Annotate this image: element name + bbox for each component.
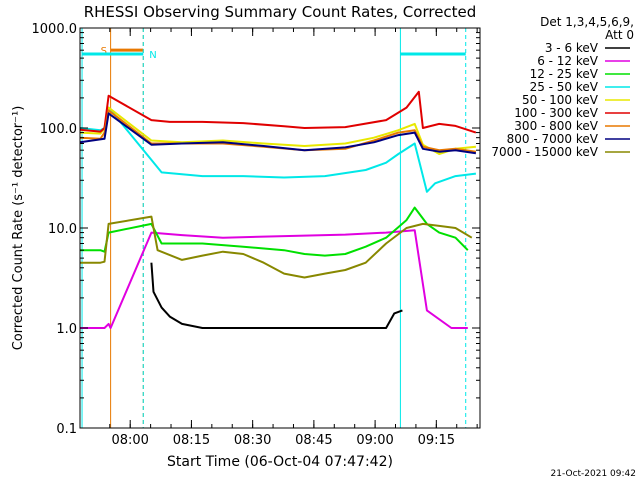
x-tick-label: 09:00 — [356, 433, 393, 448]
y-axis: 1000.0 100.0 10.0 1.0 0.1 — [32, 22, 480, 437]
legend-entry-label: 12 - 25 keV — [530, 67, 599, 81]
y-tick-label: 0.1 — [56, 422, 77, 437]
x-tick-label: 08:45 — [295, 433, 332, 448]
series-line-3-6-kev — [150, 262, 403, 329]
y-axis-label: Corrected Count Rate (s⁻¹ detector⁻¹) — [11, 106, 26, 351]
series-lines — [80, 90, 477, 329]
series-line-100-300-kev — [80, 90, 477, 134]
x-tick-label: 08:30 — [234, 433, 271, 448]
legend-header-line1: Det 1,3,4,5,6,9, — [540, 15, 634, 29]
event-label-s: S — [101, 46, 107, 57]
y-tick-label: 1.0 — [56, 322, 77, 337]
x-tick-label: 08:15 — [173, 433, 210, 448]
footer-date: 21-Oct-2021 09:42 — [551, 469, 636, 479]
legend-entry-label: 50 - 100 keV — [522, 93, 599, 107]
legend-entry-label: 6 - 12 keV — [537, 54, 599, 68]
series-line-800-7000-kev — [80, 112, 477, 155]
x-tick-label: 08:00 — [111, 433, 148, 448]
x-axis: 08:00 08:15 08:30 08:45 09:00 09:15 — [109, 28, 478, 448]
legend-entry-label: 100 - 300 keV — [514, 106, 598, 120]
chart-title: RHESSI Observing Summary Count Rates, Co… — [84, 3, 477, 21]
series-line-6-12-kev — [80, 229, 468, 329]
series-line-7000-15000-kev — [80, 215, 473, 279]
x-axis-label: Start Time (06-Oct-04 07:47:42) — [167, 454, 393, 470]
legend-entry-label: 800 - 7000 keV — [507, 132, 599, 146]
y-tick-label: 100.0 — [40, 122, 77, 137]
event-label-n: N — [149, 50, 156, 61]
series-line-12-25-kev — [80, 206, 469, 257]
y-tick-label: 1000.0 — [32, 22, 78, 37]
legend-entry-label: 25 - 50 keV — [530, 80, 599, 94]
legend-entry-label: 3 - 6 keV — [545, 41, 599, 55]
legend-header-line2: Att 0 — [605, 28, 634, 42]
legend-entry-label: 7000 - 15000 keV — [491, 145, 598, 159]
y-tick-label: 10.0 — [48, 222, 77, 237]
x-tick-label: 09:15 — [418, 433, 455, 448]
legend-entry-label: 300 - 800 keV — [514, 119, 598, 133]
